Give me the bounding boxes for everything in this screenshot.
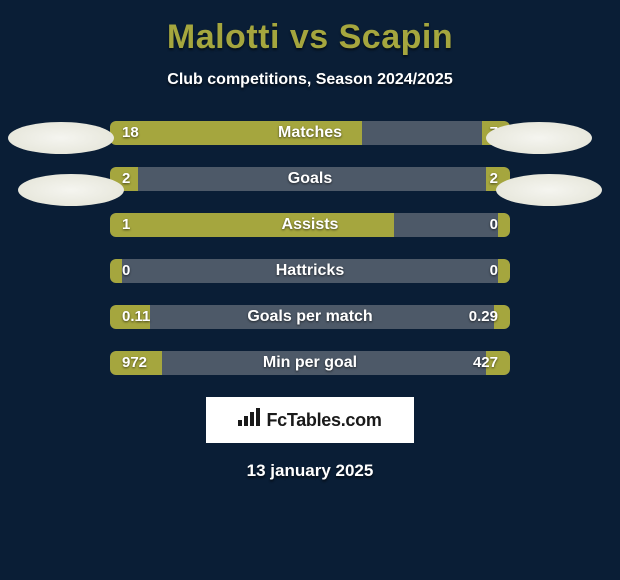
stat-bar-wrap: 972427Min per goal: [110, 351, 510, 375]
brand-icon: [238, 408, 260, 432]
stat-bar-wrap: 0.110.29Goals per match: [110, 305, 510, 329]
subtitle: Club competitions, Season 2024/2025: [0, 71, 620, 89]
stat-bar-wrap: 00Hattricks: [110, 259, 510, 283]
player-ellipse: [8, 122, 114, 154]
stat-row: 00Hattricks: [0, 259, 620, 283]
brand-text: FcTables.com: [266, 410, 381, 431]
stat-row: 972427Min per goal: [0, 351, 620, 375]
comparison-card: Malotti vs Scapin Club competitions, Sea…: [0, 0, 620, 580]
stat-label: Hattricks: [110, 259, 510, 283]
stat-bar-wrap: 22Goals: [110, 167, 510, 191]
brand-box: FcTables.com: [206, 397, 414, 443]
stat-label: Goals per match: [110, 305, 510, 329]
player-ellipse: [486, 122, 592, 154]
stat-label: Assists: [110, 213, 510, 237]
stat-label: Min per goal: [110, 351, 510, 375]
page-title: Malotti vs Scapin: [0, 18, 620, 57]
player-ellipse: [18, 174, 124, 206]
stat-row: 0.110.29Goals per match: [0, 305, 620, 329]
stat-bar-wrap: 187Matches: [110, 121, 510, 145]
stat-label: Matches: [110, 121, 510, 145]
stat-row: 10Assists: [0, 213, 620, 237]
stat-label: Goals: [110, 167, 510, 191]
stat-bar-wrap: 10Assists: [110, 213, 510, 237]
stats-wrapper: 187Matches 22Goals 10Assists 00Hattricks 0.1…: [0, 121, 620, 375]
date-text: 13 january 2025: [0, 461, 620, 481]
player-ellipse: [496, 174, 602, 206]
